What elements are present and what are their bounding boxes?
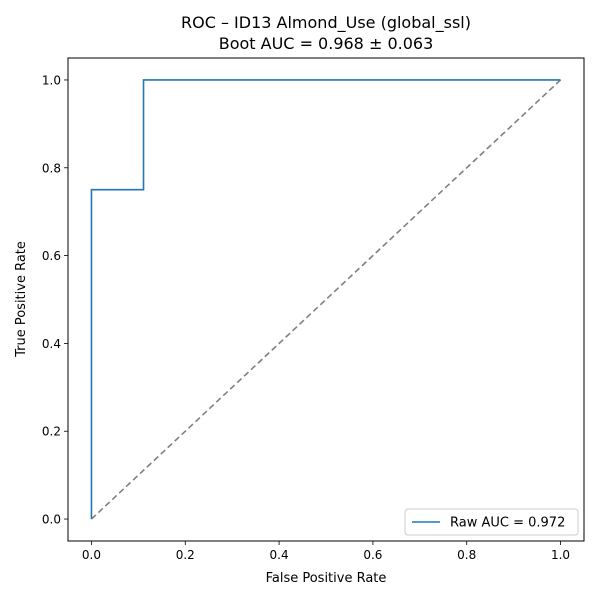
legend: Raw AUC = 0.972 (404, 508, 579, 536)
x-tick-label: 0.6 (363, 548, 382, 562)
plot-frame (67, 57, 585, 542)
y-tick-label: 0.6 (42, 249, 61, 263)
chart-title: ROC – ID13 Almond_Use (global_ssl) (181, 13, 471, 33)
y-tick-label: 1.0 (42, 73, 61, 87)
reference-diagonal-line (90, 79, 562, 520)
x-tick-label: 1.0 (551, 548, 570, 562)
x-tick-label: 0.0 (82, 548, 101, 562)
axes-ticks: 0.0 0.2 0.4 0.6 0.8 1.0 0.0 0.2 0.4 0.6 0.8 1.0 (42, 73, 570, 562)
x-tick-label: 0.4 (270, 548, 289, 562)
y-tick-label: 0.2 (42, 425, 61, 439)
plot-area (90, 79, 562, 520)
x-tick-label: 0.2 (176, 548, 195, 562)
y-tick-label: 0.8 (42, 161, 61, 175)
y-tick-label: 0.0 (42, 513, 61, 527)
y-tick-label: 0.4 (42, 337, 61, 351)
y-axis-label: True Positive Rate (14, 241, 29, 358)
x-axis-label: False Positive Rate (266, 571, 387, 586)
roc-curve-line (90, 79, 561, 520)
legend-box (404, 508, 579, 536)
chart-subtitle: Boot AUC = 0.968 ± 0.063 (219, 34, 434, 53)
x-tick-label: 0.8 (457, 548, 476, 562)
legend-entry-label: Raw AUC = 0.972 (450, 516, 565, 531)
